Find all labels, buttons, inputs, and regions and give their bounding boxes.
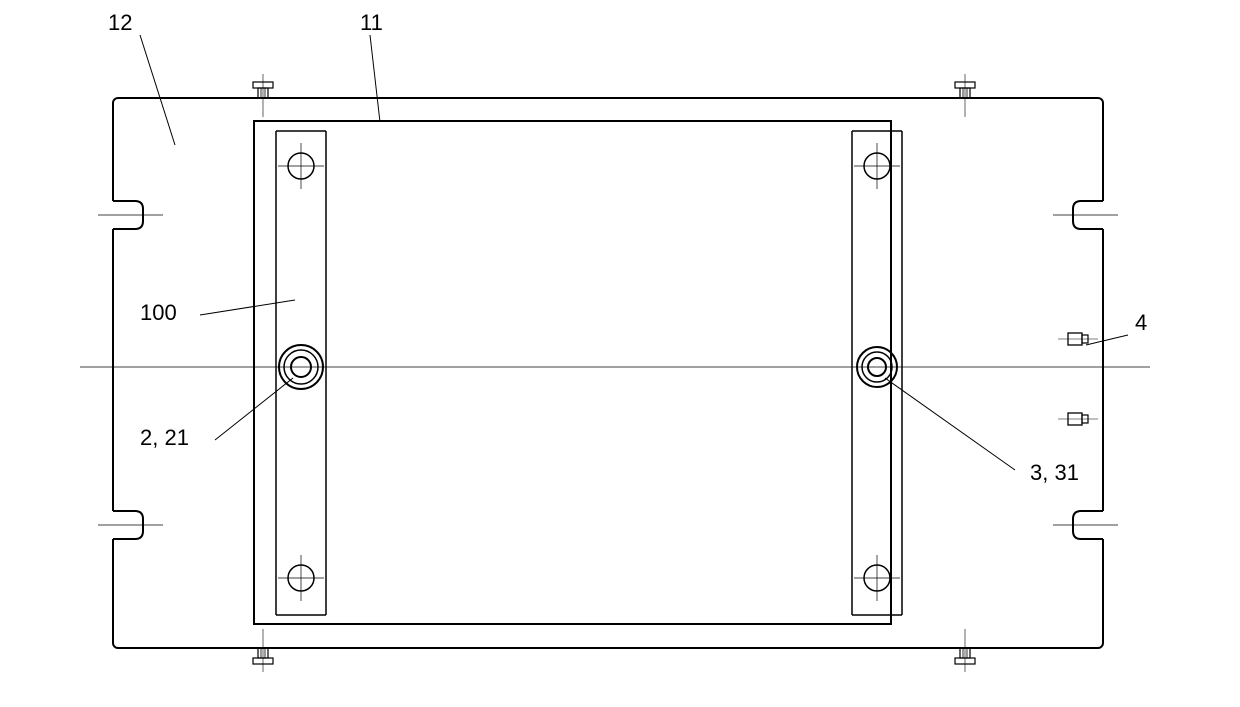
- leaders: [140, 35, 1128, 470]
- labels: 12 11 100 2, 21 3, 31 4: [108, 10, 1147, 485]
- svg-text:2, 21: 2, 21: [140, 425, 189, 450]
- vertical-bars: [276, 131, 902, 615]
- inner-frame: [254, 121, 891, 624]
- svg-text:12: 12: [108, 10, 132, 35]
- svg-text:11: 11: [360, 10, 383, 35]
- svg-text:100: 100: [140, 300, 177, 325]
- connector-4: [1058, 333, 1098, 425]
- bolts: [253, 74, 975, 672]
- engineering-drawing: 12 11 100 2, 21 3, 31 4: [0, 0, 1240, 707]
- outer-frame: [98, 98, 1118, 648]
- svg-text:3, 31: 3, 31: [1030, 460, 1079, 485]
- corner-holes: [278, 143, 900, 601]
- svg-text:4: 4: [1135, 310, 1147, 335]
